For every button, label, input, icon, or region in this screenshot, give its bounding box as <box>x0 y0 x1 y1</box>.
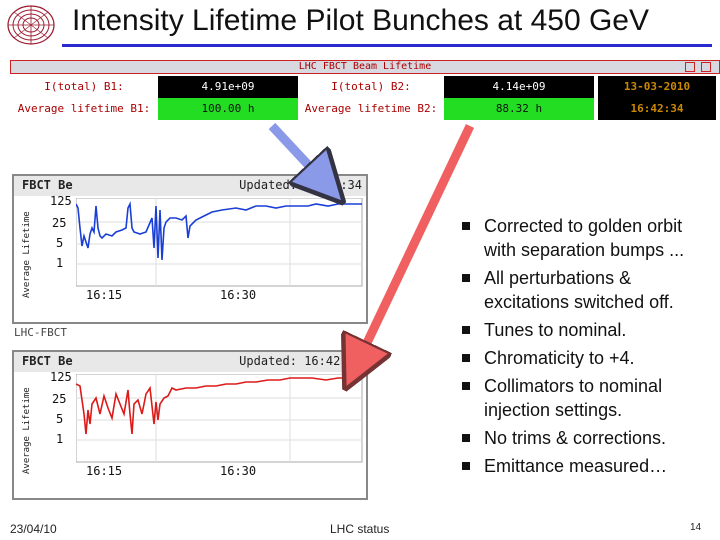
avg-b2-label: Average lifetime B2: <box>298 98 444 120</box>
footer-date: 23/04/10 <box>10 522 57 536</box>
bullet-item: Corrected to golden orbit with separatio… <box>462 214 712 262</box>
chart-b2-series <box>76 377 362 435</box>
chart-b1-frame: FBCT Be Updated: 16:42:34 Average Lifeti… <box>12 174 368 324</box>
window-button-icon[interactable] <box>701 62 711 72</box>
chart-b1-xtick: 16:30 <box>220 288 257 302</box>
page-number: 14 <box>690 522 702 533</box>
bullet-square-icon <box>462 434 470 442</box>
avg-b1-label: Average lifetime B1: <box>10 98 158 120</box>
chart-between-label: LHC-FBCT <box>14 326 67 339</box>
chart-b2-titlebar: FBCT Be Updated: 16:42:34 <box>14 352 366 372</box>
bullet-item: Emittance measured… <box>462 454 712 478</box>
chart-b2-plot <box>76 374 363 463</box>
chart-b1-titlebar: FBCT Be Updated: 16:42:34 <box>14 176 366 196</box>
chart-b1-updated: Updated: 16:42:34 <box>239 178 362 192</box>
bullet-square-icon <box>462 354 470 362</box>
avg-b1-value: 100.00 h <box>158 98 298 120</box>
bullet-square-icon <box>462 274 470 282</box>
chart-b1-ytick: 5 <box>56 236 64 250</box>
bullet-item: No trims & corrections. <box>462 426 712 450</box>
bullet-square-icon <box>462 326 470 334</box>
avg-b2-value: 88.32 h <box>444 98 594 120</box>
banner-header: LHC FBCT Beam Lifetime <box>10 60 720 74</box>
itotal-b2-label: I(total) B2: <box>298 76 444 98</box>
bullet-text: Chromaticity to +4. <box>484 348 635 368</box>
bullet-item: Chromaticity to +4. <box>462 346 712 370</box>
bullet-text: All perturbations & excitations switched… <box>484 268 674 312</box>
itotal-b2-value: 4.14e+09 <box>444 76 594 98</box>
red-arrow-icon <box>356 124 475 366</box>
bullet-item: Collimators to nominal injection setting… <box>462 374 712 422</box>
chart-b1-ytick: 1 <box>56 256 64 270</box>
bullet-item: All perturbations & excitations switched… <box>462 266 712 314</box>
slide-title: Intensity Lifetime Pilot Bunches at 450 … <box>72 4 649 37</box>
chart-b1-ytick: 125 <box>50 194 72 208</box>
chart-b1-series <box>76 201 362 261</box>
itotal-b1-label: I(total) B1: <box>10 76 158 98</box>
bullet-text: Corrected to golden orbit with separatio… <box>484 216 685 260</box>
chart-b2-ylabel: Average Lifetime <box>22 387 32 474</box>
chart-b1-xtick: 16:15 <box>86 288 123 302</box>
chart-b1-plot <box>76 198 363 287</box>
chart-b2-name: FBCT Be <box>22 354 73 368</box>
bullet-text: No trims & corrections. <box>484 428 667 448</box>
bullet-list: Corrected to golden orbit with separatio… <box>462 214 712 482</box>
banner-time: 16:42:34 <box>598 98 716 120</box>
footer-center: LHC status <box>330 522 390 536</box>
chart-b2-ytick: 1 <box>56 432 64 446</box>
itotal-b1-value: 4.91e+09 <box>158 76 298 98</box>
window-button-icon[interactable] <box>685 62 695 72</box>
chart-b2-ytick: 25 <box>52 392 67 406</box>
bullet-square-icon <box>462 222 470 230</box>
bullet-item: Tunes to nominal. <box>462 318 712 342</box>
bullet-text: Collimators to nominal injection setting… <box>484 376 663 420</box>
chart-b1-ytick: 25 <box>52 216 67 230</box>
bullet-text: Tunes to nominal. <box>484 320 627 340</box>
title-rule <box>62 44 712 47</box>
bullet-square-icon <box>462 382 470 390</box>
chart-b2-frame: FBCT Be Updated: 16:42:34 Average Lifeti… <box>12 350 368 500</box>
chart-b2-xtick: 16:30 <box>220 464 257 478</box>
bullet-text: Emittance measured… <box>484 456 668 476</box>
beam-lifetime-banner: LHC FBCT Beam Lifetime I(total) B1: 4.91… <box>10 60 720 120</box>
chart-b2-xtick: 16:15 <box>86 464 123 478</box>
banner-header-text: LHC FBCT Beam Lifetime <box>298 61 432 72</box>
chart-b2-ytick: 5 <box>56 412 64 426</box>
cern-logo <box>7 5 55 45</box>
chart-b1-name: FBCT Be <box>22 178 73 192</box>
chart-b2-ytick: 125 <box>50 370 72 384</box>
chart-b2-updated: Updated: 16:42:34 <box>239 354 362 368</box>
chart-b1-ylabel: Average Lifetime <box>22 211 32 298</box>
banner-date: 13-03-2010 <box>598 76 716 98</box>
bullet-square-icon <box>462 462 470 470</box>
